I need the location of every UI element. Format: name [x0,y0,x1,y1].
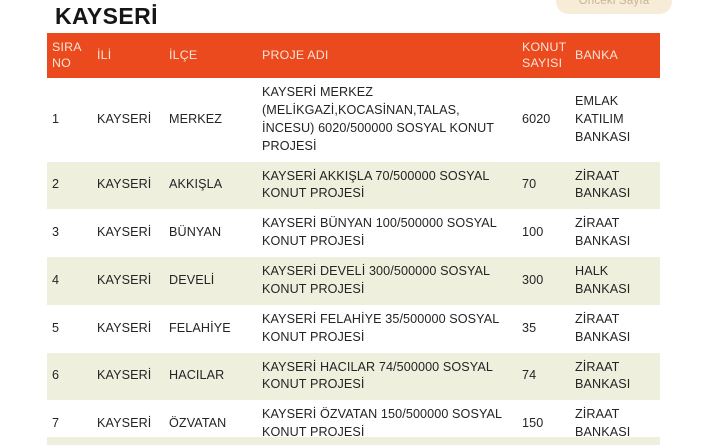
column-header-sira-no[interactable]: SIRA NO [47,33,92,78]
column-header-proje-adi[interactable]: PROJE ADI [257,33,517,78]
table-header-row: SIRA NO İLİ İLÇE PROJE ADI KONUT SAYISI … [47,33,660,78]
cell-sira: 2 [47,161,92,210]
table-row[interactable]: 4 KAYSERİ DEVELİ KAYSERİ DEVELİ 300/500000 … [47,257,660,305]
cell-sira: 1 [47,78,92,162]
column-header-il[interactable]: İLİ [92,33,164,78]
cell-banka: ZİRAAT BANKASI [570,209,660,257]
cell-il: KAYSERİ [92,352,164,401]
cell-proje: KAYSERİ BÜNYAN 100/500000 SOSYAL KONUT P… [257,209,517,257]
cell-ilce: DEVELİ [164,257,257,305]
cell-konut: 70 [517,161,570,210]
cell-sira: 6 [47,352,92,401]
cell-ilce: HACILAR [164,352,257,401]
cell-sira: 5 [47,304,92,353]
cell-banka: EMLAK KATILIM BANKASI [570,78,660,162]
cell-konut: 35 [517,304,570,353]
cell-sira: 4 [47,257,92,305]
table-row[interactable]: 5 KAYSERİ FELAHİYE KAYSERİ FELAHİYE 35/5000… [47,304,660,353]
table-row[interactable]: 2 KAYSERİ AKKIŞLA KAYSERİ AKKIŞLA 70/500000… [47,161,660,210]
cell-proje: KAYSERİ MERKEZ (MELİKGAZİ,KOCASİNAN,TALA… [257,78,517,162]
cell-banka: ZİRAAT BANKASI [570,304,660,353]
table-row[interactable]: 6 KAYSERİ HACILAR KAYSERİ HACILAR 74/500000… [47,352,660,401]
cell-konut: 100 [517,209,570,257]
cell-ilce: AKKIŞLA [164,161,257,210]
column-header-konut-sayisi[interactable]: KONUT SAYISI [517,33,570,78]
cell-ilce: FELAHİYE [164,304,257,353]
cell-banka: ZİRAAT BANKASI [570,352,660,401]
cell-ilce: MERKEZ [164,78,257,162]
cell-il: KAYSERİ [92,209,164,257]
column-header-banka[interactable]: BANKA [570,33,660,78]
cell-konut: 6020 [517,78,570,162]
cell-konut: 74 [517,352,570,401]
cell-il: KAYSERİ [92,161,164,210]
cell-il: KAYSERİ [92,257,164,305]
previous-page-button[interactable]: Önceki Sayfa [556,0,672,14]
table-body: 1 KAYSERİ MERKEZ KAYSERİ MERKEZ (MELİKGAZİ,… [47,78,660,448]
cell-proje: KAYSERİ DEVELİ 300/500000 SOSYAL KONUT P… [257,257,517,305]
table-row[interactable]: 3 KAYSERİ BÜNYAN KAYSERİ BÜNYAN 100/500000 … [47,209,660,257]
housing-projects-table: SIRA NO İLİ İLÇE PROJE ADI KONUT SAYISI … [47,33,660,448]
cell-il: KAYSERİ [92,78,164,162]
cell-proje: KAYSERİ FELAHİYE 35/500000 SOSYAL KONUT … [257,304,517,353]
cell-konut: 300 [517,257,570,305]
table-row[interactable]: 1 KAYSERİ MERKEZ KAYSERİ MERKEZ (MELİKGAZİ,… [47,78,660,162]
cell-il: KAYSERİ [92,304,164,353]
column-header-ilce[interactable]: İLÇE [164,33,257,78]
cell-proje: KAYSERİ HACILAR 74/500000 SOSYAL KONUT P… [257,352,517,401]
cell-sira: 3 [47,209,92,257]
cell-ilce: BÜNYAN [164,209,257,257]
next-row-partial [47,437,660,445]
table-header: SIRA NO İLİ İLÇE PROJE ADI KONUT SAYISI … [47,33,660,78]
cell-banka: HALK BANKASI [570,257,660,305]
page-title: KAYSERİ [55,3,158,29]
cell-proje: KAYSERİ AKKIŞLA 70/500000 SOSYAL KONUT P… [257,161,517,210]
cell-banka: ZİRAAT BANKASI [570,161,660,210]
